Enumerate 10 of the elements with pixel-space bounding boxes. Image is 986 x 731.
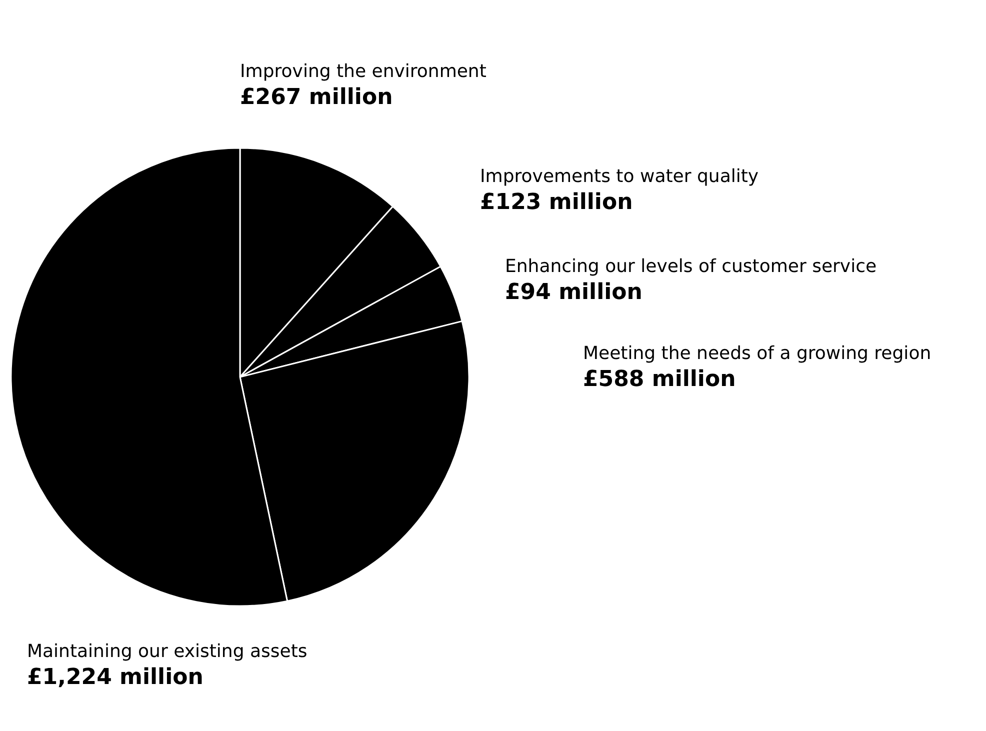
slice-label: Improvements to water quality: [480, 165, 759, 189]
slice-label: Meeting the needs of a growing region: [583, 342, 932, 366]
data-label: £123 million: [480, 189, 634, 217]
slice-label: Enhancing our levels of customer service: [505, 255, 877, 279]
data-label: £94 million: [505, 279, 644, 307]
slice-label: Maintaining our existing assets: [27, 640, 308, 664]
data-label: £588 million: [583, 366, 737, 394]
slice-label: Improving the environment: [240, 60, 486, 84]
data-label: £1,224 million: [27, 664, 204, 692]
data-label: £267 million: [240, 84, 394, 112]
